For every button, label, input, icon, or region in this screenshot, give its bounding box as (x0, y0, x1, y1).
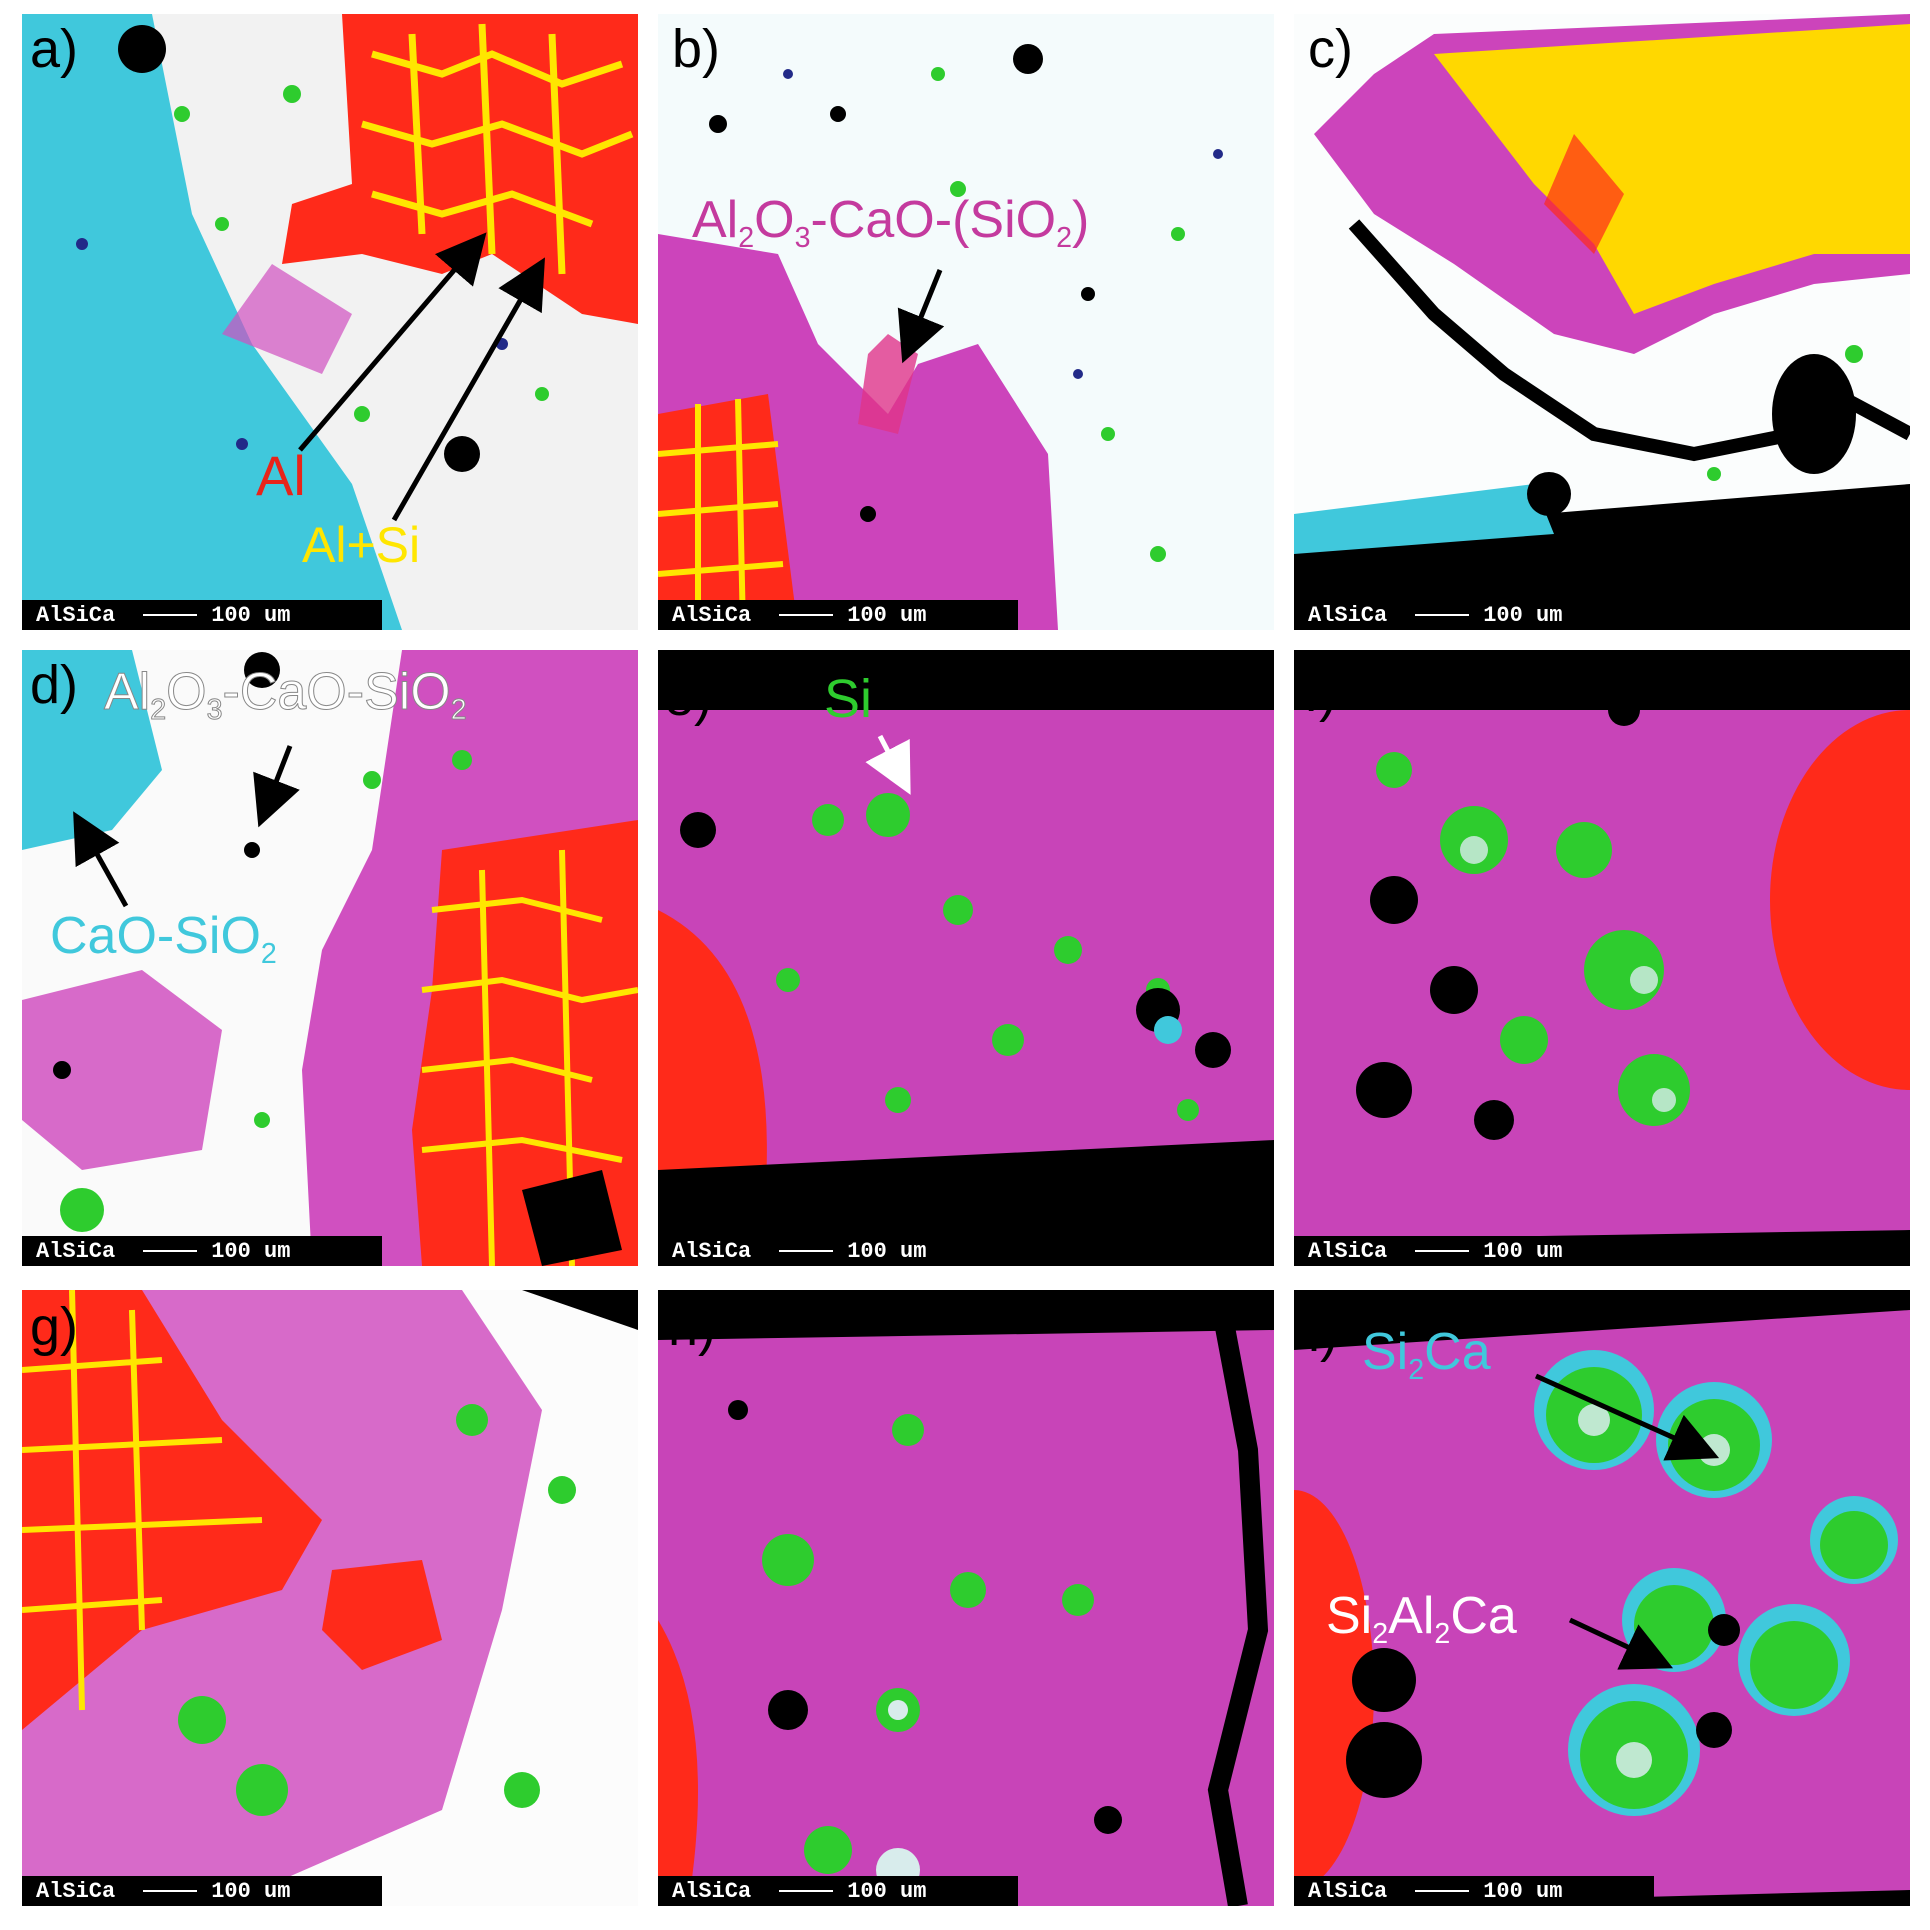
panel-d-micrograph (22, 650, 638, 1266)
scale-bar-line (1415, 614, 1470, 616)
panel-h: h) AlSiCa 100 um (658, 1290, 1274, 1906)
annotation-al-si: Al+Si (302, 517, 421, 573)
panel-label: d) (30, 655, 79, 715)
panel-c-micrograph (1294, 14, 1910, 630)
panel-label: h) (668, 1297, 717, 1357)
panel-g: g) AlSiCa 100 um (22, 1290, 638, 1906)
panel-label: a) (30, 19, 79, 79)
annotation-cao-sio2: CaO-SiO2 (50, 907, 277, 970)
scale-bar-element: AlSiCa (672, 1238, 752, 1264)
panel-b-micrograph (658, 14, 1274, 630)
annotation-al: Al (256, 444, 306, 507)
scale-bar-element: AlSiCa (1308, 1878, 1388, 1904)
scale-bar-line (143, 614, 198, 616)
scale-bar-line (779, 1890, 834, 1892)
scale-bar-value: 100 um (211, 1878, 291, 1904)
scale-bar-element: AlSiCa (1308, 1238, 1388, 1264)
panel-e-micrograph (658, 650, 1274, 1266)
scale-bar-element: AlSiCa (36, 602, 116, 628)
panel-b: b) AlSiCa 100 um (658, 14, 1274, 630)
scale-bar: AlSiCa 100 um (22, 1236, 382, 1266)
annotation-si2al2ca: Si2Al2Ca (1326, 1587, 1517, 1650)
panel-f-micrograph (1294, 650, 1910, 1266)
annotation-al2o3-cao-sio2-d: Al2O3-CaO-SiO2 (103, 663, 467, 726)
panel-d: d) AlSiCa 100 um (22, 650, 638, 1266)
scale-bar: AlSiCa 100 um (658, 600, 1018, 630)
annotation-si2ca: Si2Ca (1362, 1323, 1491, 1386)
panel-e: e) AlSiCa 100 um (658, 650, 1274, 1266)
scale-bar-element: AlSiCa (672, 602, 752, 628)
scale-bar: AlSiCa 100 um (658, 1236, 1018, 1266)
scale-bar-element: AlSiCa (36, 1878, 116, 1904)
panel-c: c) AlSiCa 100 um (1294, 14, 1910, 630)
scale-bar-value: 100 um (847, 602, 927, 628)
scale-bar-value: 100 um (211, 1238, 291, 1264)
scale-bar-line (1415, 1250, 1470, 1252)
annotation-al2o3-cao-sio2-b: Al2O3-CaO-(SiO2) (692, 191, 1090, 254)
scale-bar-value: 100 um (211, 602, 291, 628)
scale-bar-line (1415, 1890, 1470, 1892)
annotation-si: Si (824, 669, 873, 729)
panel-label: g) (30, 1297, 79, 1357)
scale-bar-value: 100 um (1483, 602, 1563, 628)
panel-label: f) (1304, 663, 1337, 723)
scale-bar-element: AlSiCa (36, 1238, 116, 1264)
scale-bar-line (143, 1890, 198, 1892)
scale-bar-value: 100 um (847, 1238, 927, 1264)
scale-bar: AlSiCa 100 um (1294, 1236, 1654, 1266)
scale-bar-value: 100 um (1483, 1878, 1563, 1904)
panel-f: f) AlSiCa 100 um (1294, 650, 1910, 1266)
panel-label: i) (1308, 1303, 1338, 1363)
panel-g-micrograph (22, 1290, 638, 1906)
panel-label: e) (664, 667, 713, 727)
panel-label: c) (1308, 19, 1353, 79)
scale-bar-line (779, 614, 834, 616)
scale-bar-element: AlSiCa (672, 1878, 752, 1904)
panel-h-micrograph (658, 1290, 1274, 1906)
scale-bar: AlSiCa 100 um (1294, 1876, 1654, 1906)
scale-bar-value: 100 um (847, 1878, 927, 1904)
scale-bar-line (143, 1250, 198, 1252)
scale-bar: AlSiCa 100 um (22, 1876, 382, 1906)
scale-bar-line (779, 1250, 834, 1252)
scale-bar: AlSiCa 100 um (658, 1876, 1018, 1906)
scale-bar-value: 100 um (1483, 1238, 1563, 1264)
scale-bar-element: AlSiCa (1308, 602, 1388, 628)
panel-label: b) (672, 19, 721, 79)
scale-bar: AlSiCa 100 um (22, 600, 382, 630)
scale-bar: AlSiCa 100 um (1294, 600, 1654, 630)
